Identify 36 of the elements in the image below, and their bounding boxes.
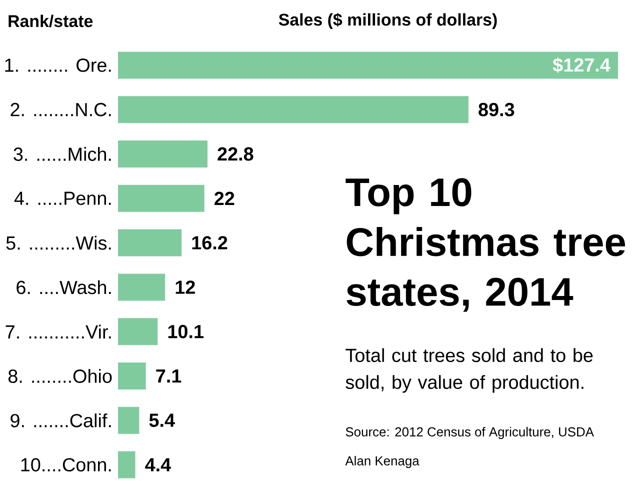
data-label: 22.8 (218, 147, 254, 161)
y-tick-label: 4. .....Penn. (14, 192, 111, 205)
y-tick-label: 3. ......Mich. (14, 147, 111, 161)
x-axis-title: Sales ($ millions of dollars) (278, 12, 497, 30)
data-label: 5.4 (149, 414, 175, 427)
y-tick-label: 10....Conn. (21, 458, 111, 472)
y-tick-label: 5. .........Wis. (6, 236, 111, 250)
text: Top 10 Christmas tree states, 2014 (346, 178, 626, 312)
data-label: 4.4 (145, 458, 172, 472)
bar (118, 406, 140, 434)
text: Total cut trees sold and to be sold, by value of production. (346, 348, 593, 393)
data-label: 12 (176, 280, 195, 294)
data-label: 16.2 (192, 236, 228, 250)
bar (118, 229, 182, 256)
annotation: Source: 2012 Census of Agriculture, USDA (346, 426, 594, 440)
bar (118, 140, 208, 168)
data-label: 89.3 (478, 102, 514, 116)
y-tick-label: 2. ........N.C. (10, 102, 111, 116)
y-axis-title: Rank/state (8, 14, 93, 28)
data-label: 10.1 (168, 324, 204, 338)
bar (118, 274, 166, 301)
data-label: 22 (214, 192, 234, 205)
annotation: Alan Kenaga (345, 456, 420, 468)
y-tick-label: 7. ...........Vir. (6, 324, 111, 338)
bar (118, 362, 146, 390)
y-tick-label: 1. ........ Ore. (5, 58, 111, 72)
bar (118, 318, 158, 346)
y-tick-label: 9. .......Calif. (10, 413, 111, 428)
bar (118, 184, 204, 212)
y-tick-label: 8. ........Ohio (8, 369, 112, 383)
bar (118, 96, 468, 124)
bar (118, 52, 618, 79)
data-label: $127.4 (552, 57, 610, 73)
data-label: 7.1 (156, 369, 182, 383)
y-tick-label: 6. ....Wash. (16, 280, 111, 294)
bar (118, 451, 136, 478)
